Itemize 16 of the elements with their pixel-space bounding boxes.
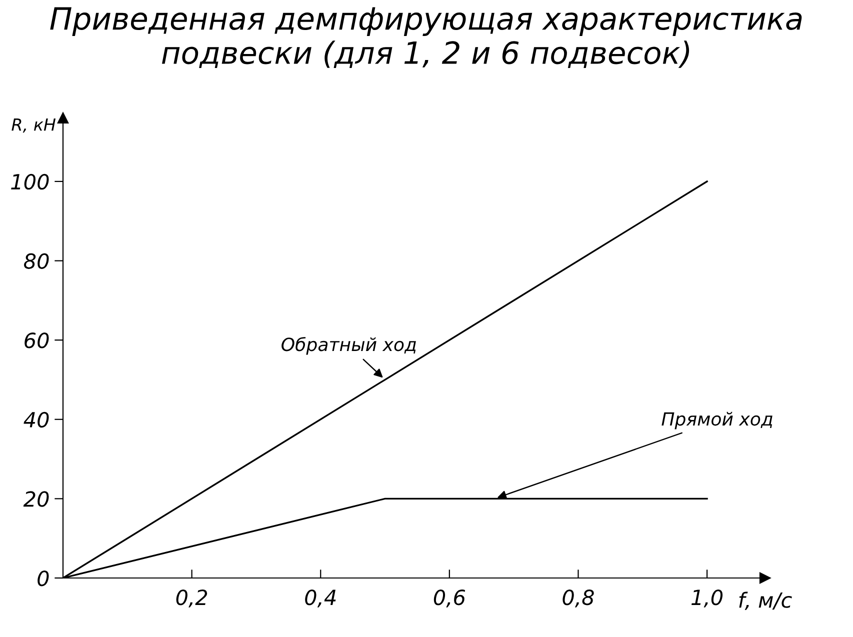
text: Прямой ход — [662, 412, 772, 430]
x-axis-title: f, м/с — [739, 592, 792, 610]
x-tick-label: 0,2 — [176, 589, 208, 608]
y-tick-label: 0 — [38, 570, 49, 586]
chart-title: Приведенная демпфирующая характеристика подвески (для 1, 2 и 6 подвесок) — [50, 7, 802, 68]
series-label: Обратный ход — [282, 336, 416, 355]
y-tick-label: 80 — [24, 253, 49, 269]
x-tick-label: 0,4 — [305, 589, 336, 608]
y-axis-title: R, кН — [12, 118, 56, 133]
x-tick-label: 0,8 — [562, 589, 594, 608]
x-tick-label: 1,0 — [691, 589, 723, 608]
y-tick-label: 100 — [11, 174, 49, 190]
x-tick-label: 0,6 — [434, 589, 466, 608]
y-tick-label: 60 — [24, 332, 49, 348]
y-tick-label: 20 — [23, 491, 49, 507]
y-tick-label: 40 — [24, 412, 49, 428]
